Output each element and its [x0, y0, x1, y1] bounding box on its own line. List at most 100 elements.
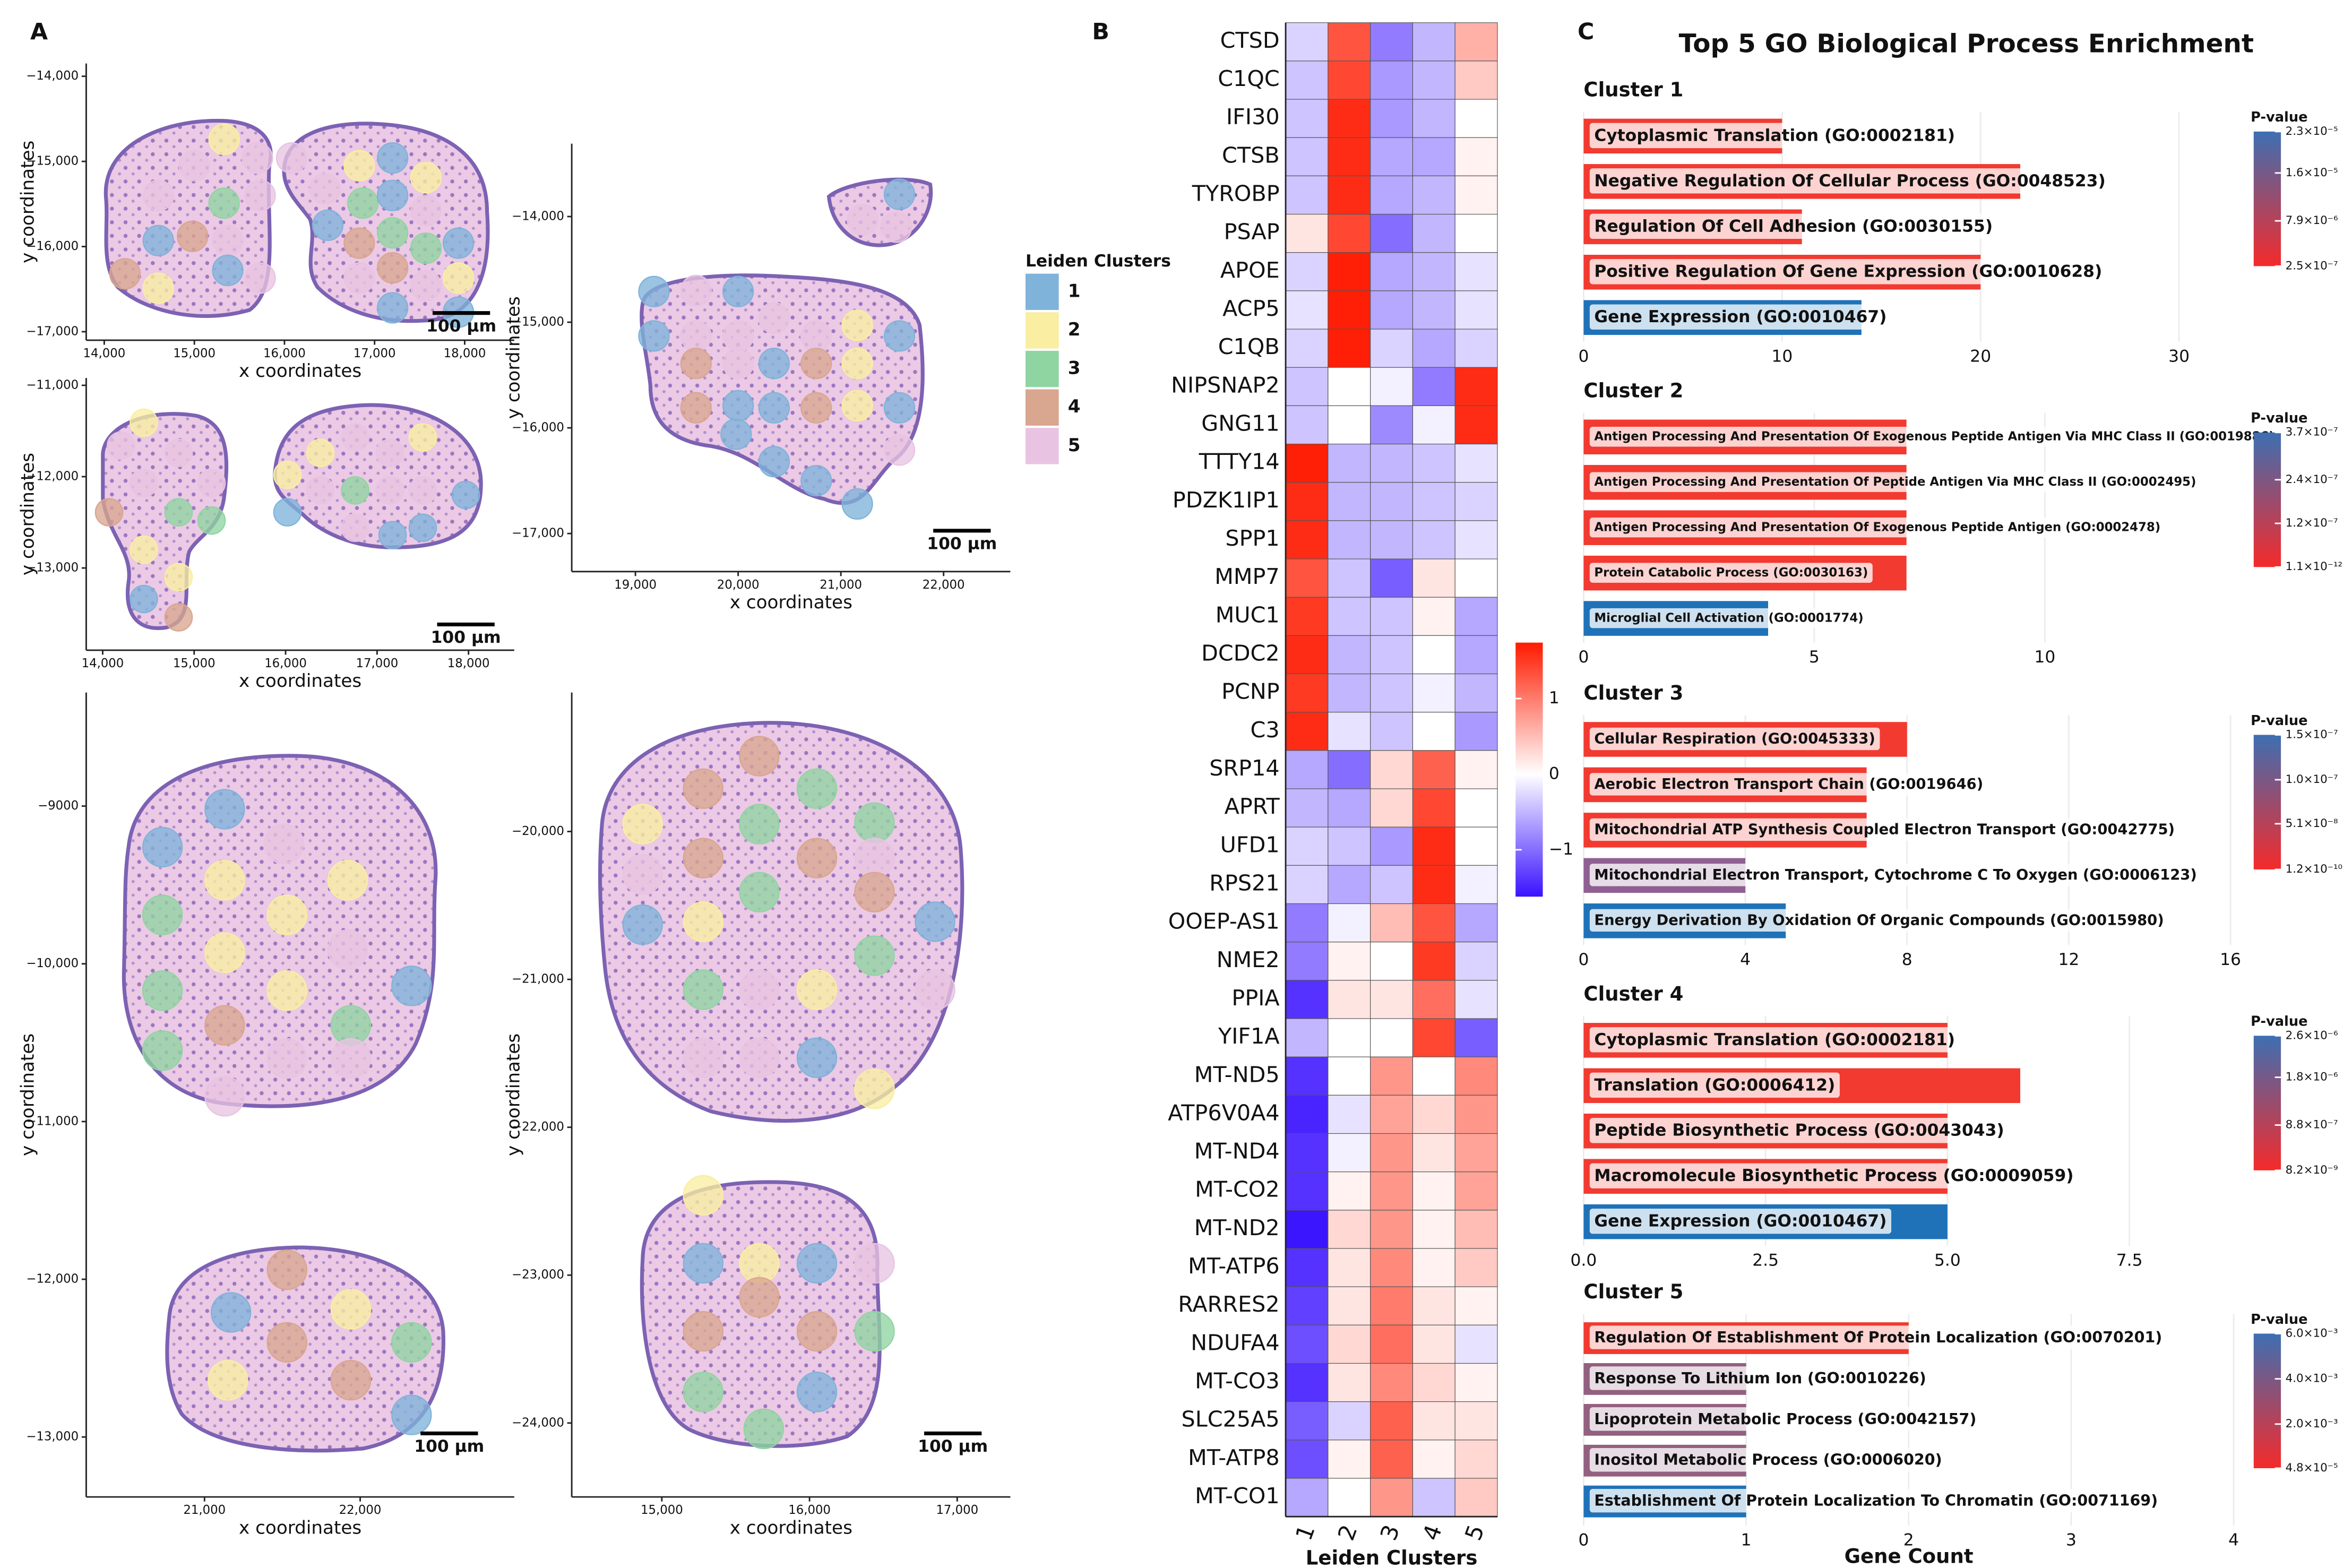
heatmap-cell	[1370, 1210, 1414, 1249]
gene-label: TYROBP	[1192, 180, 1280, 206]
heatmap-cell	[1285, 750, 1329, 789]
heatmap-cell	[1285, 1210, 1329, 1249]
gene-label: MT-CO1	[1195, 1483, 1280, 1509]
label-box	[1589, 1488, 2163, 1513]
spot	[312, 209, 344, 242]
y-axis-label: y coordinates	[503, 296, 524, 419]
spot	[266, 970, 307, 1011]
heatmap-cell	[1412, 137, 1455, 176]
bar-label: Microglial Cell Activation (GO:0001774)	[1594, 611, 1863, 625]
heatmap-cell	[1370, 865, 1414, 904]
colorbar-tick-label: 1.5×10⁻⁷	[2286, 728, 2338, 741]
heatmap-cell	[1285, 1286, 1329, 1325]
spot	[881, 211, 912, 243]
heatmap-cell	[1412, 1018, 1455, 1057]
y-tick-label: −13,000	[26, 561, 79, 575]
x-axis-label: x coordinates	[730, 592, 852, 613]
heatmap-cell	[1328, 252, 1371, 291]
heatmap-cell	[1454, 329, 1498, 368]
colorbar-title: P-value	[2251, 109, 2307, 125]
heatmap-cell	[1454, 252, 1498, 291]
heatmap-cell	[1285, 903, 1329, 943]
spot	[622, 854, 663, 895]
x-tick-label: 7.5	[2116, 1251, 2143, 1270]
x-tick-label: 3	[1375, 1521, 1405, 1544]
spot	[883, 392, 916, 424]
label-box	[1589, 427, 2279, 447]
spot	[739, 736, 780, 777]
x-tick-label: 5	[1460, 1521, 1490, 1544]
x-tick-label: 18,000	[447, 657, 490, 670]
heatmap-cell	[1370, 1018, 1414, 1057]
heatmap-cell	[1328, 405, 1371, 445]
x-tick-label: 5	[1809, 648, 1820, 667]
heatmap-cell	[1285, 635, 1329, 675]
heatmap-cell	[1454, 1171, 1498, 1211]
heatmap-cell	[1328, 1440, 1371, 1479]
spot	[263, 823, 305, 865]
spot	[197, 469, 226, 497]
legend-label: 3	[1068, 358, 1081, 379]
bar-label: Regulation Of Cell Adhesion (GO:0030155)	[1594, 217, 1993, 236]
gene-label: RPS21	[1209, 870, 1279, 895]
colorbar	[2253, 131, 2281, 266]
spot	[266, 1250, 307, 1290]
bar-label: Protein Catabolic Process (GO:0030163)	[1594, 566, 1868, 580]
x-tick-label: 12	[2058, 950, 2079, 969]
y-tick-label: −12,000	[26, 469, 79, 483]
spot	[375, 438, 404, 468]
colorbar	[2253, 1036, 2281, 1170]
heatmap-cell	[1285, 1324, 1329, 1364]
x-tick-label: 20	[1970, 347, 1991, 366]
label-box	[1589, 864, 2202, 886]
heatmap-cell	[1370, 405, 1414, 445]
label-box	[1589, 727, 1880, 751]
x-tick-label: 14,000	[83, 347, 126, 360]
spot	[722, 320, 754, 352]
heatmap-cell	[1412, 405, 1455, 445]
spot	[680, 392, 712, 424]
heatmap-cell	[1328, 558, 1371, 598]
heatmap-cell	[1285, 558, 1329, 598]
x-tick-label: 16,000	[788, 1503, 831, 1517]
heatmap-cell	[1454, 1133, 1498, 1173]
bar-label: Cytoplasmic Translation (GO:0002181)	[1594, 1030, 1955, 1049]
label-box	[1589, 1072, 1840, 1098]
spot	[683, 969, 723, 1010]
gene-label: PCNP	[1221, 679, 1280, 704]
heatmap-cell	[1454, 788, 1498, 828]
heatmap-cell	[1370, 1363, 1414, 1402]
colorbar-tick-label: 8.8×10⁻⁷	[2286, 1118, 2338, 1132]
spot	[758, 446, 790, 478]
label-box	[1589, 168, 2110, 194]
spot	[306, 476, 335, 505]
spot	[327, 860, 368, 901]
y-tick-label: −20,000	[512, 824, 564, 838]
spot	[197, 506, 226, 535]
heatmap-cell	[1412, 482, 1455, 521]
gene-label: PSAP	[1224, 219, 1280, 245]
legend-swatch	[1025, 273, 1059, 310]
gene-label: RARRES2	[1178, 1291, 1279, 1317]
spot	[164, 563, 193, 592]
colorbar	[2253, 735, 2281, 869]
colorbar-tick-label: 2.6×10⁻⁶	[2286, 1029, 2338, 1042]
colorbar-tick-label: 1.8×10⁻⁶	[2286, 1071, 2338, 1084]
scale-bar-label: 100 µm	[431, 628, 501, 647]
spot	[377, 292, 409, 324]
heatmap-cell	[1454, 673, 1498, 713]
spot	[796, 1311, 838, 1352]
spot	[266, 894, 307, 935]
heatmap-cell	[1328, 137, 1371, 176]
y-tick-label: −12,000	[26, 1272, 79, 1286]
gene-label: MT-ATP8	[1188, 1445, 1280, 1470]
heatmap-cell	[1454, 1056, 1498, 1096]
x-tick-label: 21,000	[183, 1503, 226, 1517]
heatmap-cell	[1370, 1095, 1414, 1134]
label-box	[1589, 1163, 2079, 1188]
bar-label: Peptide Biosynthetic Process (GO:0043043…	[1594, 1121, 2004, 1140]
x-tick-label: 4	[1740, 950, 1751, 969]
heatmap-cell	[1328, 443, 1371, 483]
gene-label: NDUFA4	[1191, 1330, 1279, 1355]
spot	[622, 904, 663, 945]
